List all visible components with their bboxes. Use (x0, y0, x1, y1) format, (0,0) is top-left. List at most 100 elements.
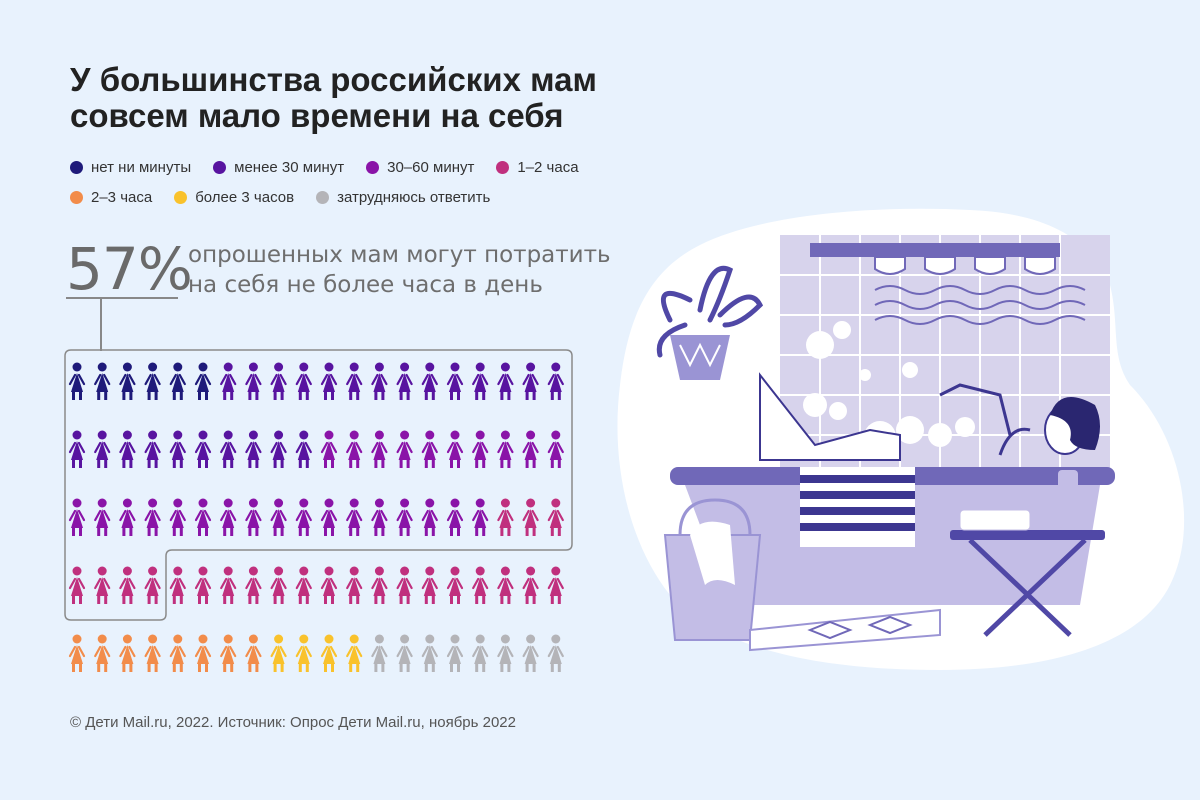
legend-swatch (70, 160, 83, 174)
pictogram-person-icon (446, 498, 464, 536)
pictogram-person-icon (497, 566, 514, 604)
pictogram-person-icon (446, 430, 464, 468)
pictogram-person-icon (446, 362, 464, 400)
legend-item: 1–2 часа (496, 158, 579, 176)
pictogram-person-icon (119, 634, 136, 672)
legend-label: 30–60 минут (387, 158, 475, 176)
pictogram-person-icon (68, 634, 86, 672)
pictogram-person-icon (472, 430, 489, 468)
pictogram-person-icon (497, 362, 514, 400)
legend-row-1: нет ни минуты менее 30 минут 30–60 минут 1–… (70, 152, 670, 182)
pictogram-person-icon (446, 566, 464, 604)
pictogram-person-icon (245, 498, 262, 536)
pictogram-person-icon (320, 362, 338, 400)
pictogram-person-icon (94, 634, 111, 672)
pictogram-person-icon (346, 498, 363, 536)
highlight-leader-line (100, 298, 102, 351)
pictogram-person-icon (169, 362, 186, 400)
tile-grid (780, 235, 1110, 475)
pictogram-person-icon (220, 634, 237, 672)
legend-item: затрудняюсь ответить (316, 189, 490, 206)
pictogram-person-icon (169, 634, 186, 672)
wave-pattern (874, 285, 1086, 325)
laundry-basket (663, 498, 762, 641)
pictogram-person-icon (119, 566, 136, 604)
legend-label: 2–3 часа (91, 188, 153, 206)
pictogram-person-icon (421, 362, 438, 400)
pictogram-person-icon (346, 634, 363, 672)
legend-swatch (316, 190, 330, 204)
pictogram-person-icon (194, 566, 212, 604)
woman-in-bath (759, 372, 1100, 461)
pictogram-person-icon (94, 362, 111, 400)
pictogram-person-icon (522, 498, 539, 536)
pictogram-person-icon (119, 430, 136, 468)
pictogram-person-icon (68, 430, 86, 468)
pictogram-person-icon (295, 430, 312, 468)
pictogram-person-icon (94, 430, 111, 468)
pictogram-person-icon (144, 362, 161, 400)
pictogram-person-icon (522, 566, 539, 604)
legend-item: 30–60 минут (366, 159, 474, 176)
pictogram-person-icon (194, 362, 212, 400)
pictogram-person-icon (547, 566, 564, 604)
legend-item: более 3 часов (174, 189, 294, 206)
pictogram-person-icon (446, 634, 464, 672)
highlight-percent: 57% (66, 235, 193, 303)
legend-label: затрудняюсь ответить (337, 188, 491, 206)
pictogram-person-icon (270, 566, 287, 604)
pictogram-person-icon (421, 566, 438, 604)
pictogram-person-icon (320, 498, 338, 536)
legend-row-2: 2–3 часа более 3 часов затрудняюсь ответит… (70, 182, 670, 212)
legend-label: нет ни минуты (91, 158, 192, 176)
legend-item: менее 30 минут (213, 159, 344, 176)
pictogram-person-icon (245, 362, 262, 400)
pictogram-person-icon (371, 566, 388, 604)
legend-label: 1–2 часа (517, 158, 579, 176)
pictogram-person-icon (194, 498, 212, 536)
bath-rug (749, 608, 941, 652)
legend-swatch (213, 160, 227, 174)
pictogram-person-icon (472, 634, 489, 672)
pictogram-person-icon (194, 430, 212, 468)
pictogram-person-icon (169, 430, 186, 468)
pictogram-person-icon (295, 566, 312, 604)
pictogram-person-icon (245, 566, 262, 604)
pictogram-person-icon (371, 430, 388, 468)
pictogram-person-icon (169, 566, 186, 604)
pictogram-person-icon (497, 430, 514, 468)
pictogram-person-icon (295, 498, 312, 536)
legend-label: менее 30 минут (234, 158, 345, 176)
pictogram-person-icon (421, 430, 438, 468)
side-table (950, 470, 1105, 637)
pictogram-person-icon (421, 634, 438, 672)
pictogram-person-icon (270, 362, 287, 400)
pictogram-person-icon (320, 430, 338, 468)
pictogram-person-icon (396, 634, 413, 672)
pictogram-person-icon (396, 566, 413, 604)
pictogram-person-icon (522, 362, 539, 400)
pictogram-person-icon (194, 634, 212, 672)
pictogram-person-icon (68, 566, 86, 604)
pictogram-person-icon (68, 362, 86, 400)
pictogram-person-icon (220, 566, 237, 604)
pictogram-person-icon (497, 634, 514, 672)
pictogram-person-icon (522, 430, 539, 468)
pictogram-person-icon (371, 634, 388, 672)
pictogram-person-icon (144, 566, 161, 604)
pictogram-person-icon (472, 566, 489, 604)
legend-swatch (496, 160, 510, 174)
pictogram-person-icon (144, 498, 161, 536)
pictogram-person-icon (295, 362, 312, 400)
title-line-2: совсем мало времени на себя (70, 97, 564, 134)
pictogram-person-icon (320, 634, 338, 672)
legend-label: более 3 часов (195, 188, 295, 206)
pictogram-person-icon (547, 430, 564, 468)
pictogram-person-icon (119, 362, 136, 400)
pictogram-person-icon (295, 634, 312, 672)
pictogram-person-icon (320, 566, 338, 604)
chart-title: У большинства российских мам совсем мало… (70, 62, 690, 134)
highlight-description: опрошенных мам могут потратить на себя н… (188, 242, 611, 298)
footer-source: © Дети Mail.ru, 2022. Источник: Опрос Де… (70, 714, 516, 731)
pictogram-person-icon (396, 430, 413, 468)
